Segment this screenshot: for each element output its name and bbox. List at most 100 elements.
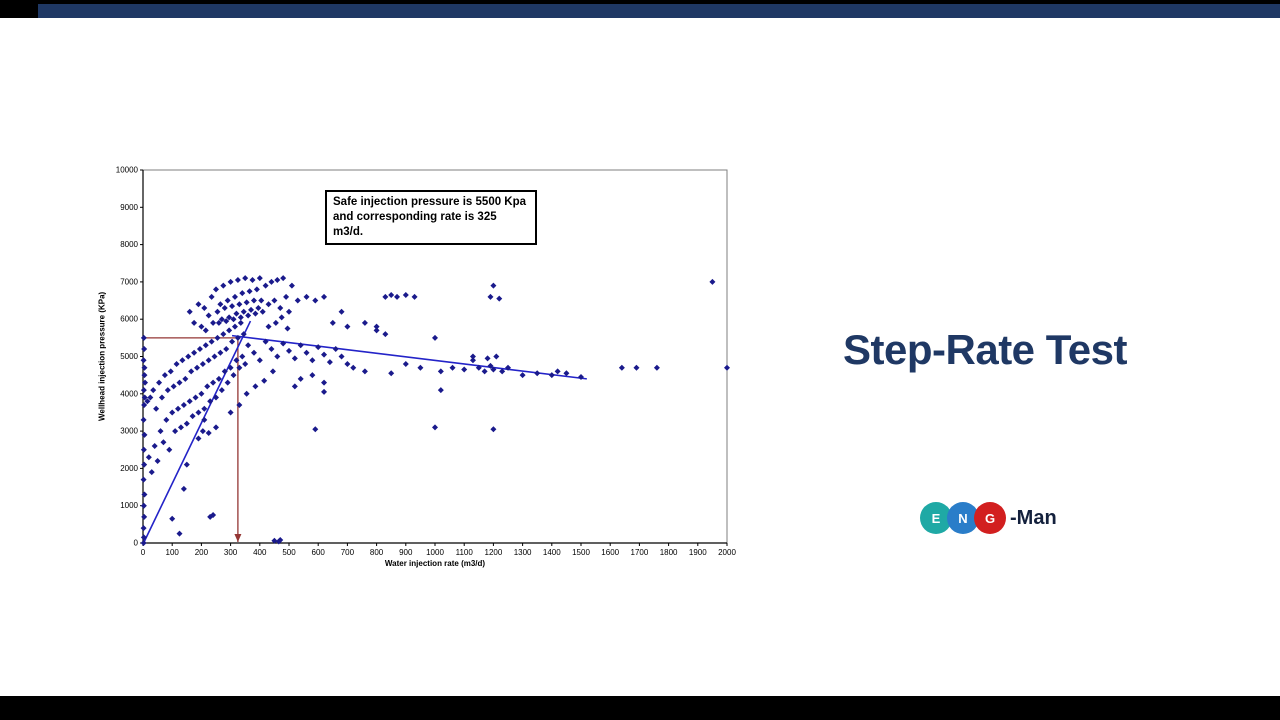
data-point xyxy=(201,305,208,312)
data-point xyxy=(148,469,155,476)
data-point xyxy=(170,383,177,390)
y-tick-label: 6000 xyxy=(120,315,138,324)
data-point xyxy=(388,370,395,377)
data-point xyxy=(312,297,319,304)
data-point xyxy=(140,476,147,483)
data-point xyxy=(437,368,444,375)
data-point xyxy=(186,398,193,405)
data-point xyxy=(402,291,409,298)
bottom-black-bar xyxy=(0,696,1280,720)
data-point xyxy=(186,308,193,315)
data-point xyxy=(141,431,148,438)
data-point xyxy=(271,297,278,304)
x-tick-label: 1900 xyxy=(689,548,707,557)
data-point xyxy=(214,308,221,315)
data-point xyxy=(141,513,148,520)
data-point xyxy=(309,372,316,379)
x-tick-label: 1300 xyxy=(514,548,532,557)
data-point xyxy=(274,353,281,360)
data-point xyxy=(493,353,500,360)
data-point xyxy=(176,379,183,386)
data-point xyxy=(142,379,149,386)
data-point xyxy=(261,377,268,384)
y-tick-label: 0 xyxy=(134,539,139,548)
data-point xyxy=(269,368,276,375)
data-point xyxy=(141,491,148,498)
data-point xyxy=(280,340,287,347)
data-point xyxy=(195,409,202,416)
data-point xyxy=(361,368,368,375)
data-point xyxy=(437,387,444,394)
data-point xyxy=(227,278,234,285)
data-point xyxy=(140,357,147,364)
data-point xyxy=(411,293,418,300)
data-point xyxy=(252,310,259,317)
data-point xyxy=(277,537,284,544)
data-point xyxy=(245,342,252,349)
data-point xyxy=(140,534,147,541)
data-point xyxy=(344,360,351,367)
x-tick-label: 1400 xyxy=(543,548,561,557)
y-tick-label: 9000 xyxy=(120,203,138,212)
logo-letter: N xyxy=(958,510,968,526)
data-point xyxy=(265,301,272,308)
x-tick-label: 1600 xyxy=(601,548,619,557)
data-point xyxy=(150,387,157,394)
top-black-bar xyxy=(0,0,1280,18)
data-point xyxy=(297,375,304,382)
data-point xyxy=(309,357,316,364)
data-point xyxy=(286,347,292,354)
x-tick-label: 400 xyxy=(253,548,267,557)
data-point xyxy=(283,293,290,300)
data-point xyxy=(164,387,171,394)
data-point xyxy=(199,360,206,367)
data-point xyxy=(192,394,199,401)
data-point xyxy=(724,364,730,371)
data-point xyxy=(196,346,203,353)
data-point xyxy=(208,293,215,300)
data-point xyxy=(140,334,147,341)
data-point xyxy=(709,278,716,285)
data-point xyxy=(141,346,148,353)
data-point xyxy=(160,439,167,446)
data-point xyxy=(487,293,494,300)
data-point xyxy=(183,461,190,468)
data-point xyxy=(175,405,182,412)
data-point xyxy=(141,461,148,468)
data-point xyxy=(141,401,148,408)
data-point xyxy=(217,349,224,356)
data-point xyxy=(167,368,174,375)
y-tick-label: 5000 xyxy=(120,352,138,361)
data-point xyxy=(229,303,236,310)
data-point xyxy=(214,334,221,341)
x-tick-label: 1000 xyxy=(426,548,444,557)
data-point xyxy=(312,426,319,433)
data-point xyxy=(259,308,266,315)
data-point xyxy=(240,308,247,315)
data-point xyxy=(291,355,298,362)
data-point xyxy=(250,297,257,304)
data-point xyxy=(262,282,269,289)
data-point xyxy=(388,291,395,298)
data-point xyxy=(158,394,165,401)
data-point xyxy=(195,435,202,442)
data-point xyxy=(268,346,275,353)
data-point xyxy=(202,327,209,334)
data-point xyxy=(288,282,295,289)
data-point xyxy=(563,370,570,377)
data-point xyxy=(291,383,298,390)
data-point xyxy=(315,344,322,351)
data-point xyxy=(140,387,147,394)
data-point xyxy=(490,282,497,289)
data-point xyxy=(255,305,262,312)
data-point xyxy=(242,360,249,367)
data-point xyxy=(653,364,660,371)
data-point xyxy=(272,319,279,326)
data-point xyxy=(231,293,238,300)
data-point xyxy=(227,409,234,416)
data-point xyxy=(234,277,241,284)
x-tick-label: 1100 xyxy=(456,548,474,557)
y-tick-label: 3000 xyxy=(120,427,138,436)
